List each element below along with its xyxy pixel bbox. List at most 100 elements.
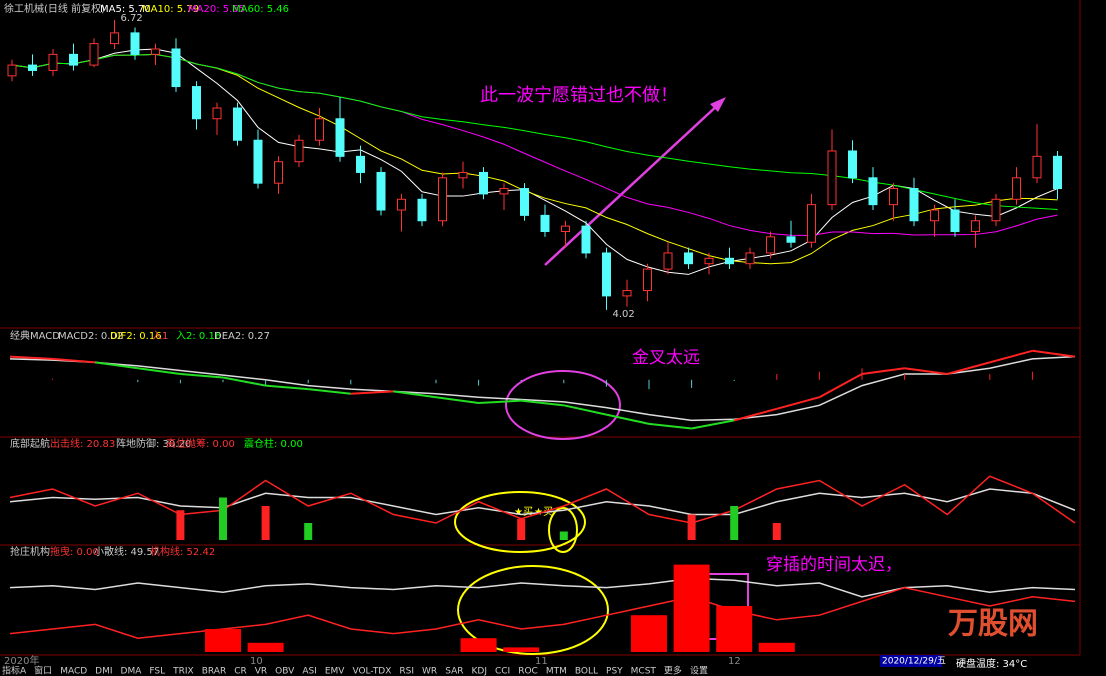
ma5: MA5: 5.70 [100, 4, 151, 15]
bar [772, 523, 781, 540]
tab[interactable]: BRAR [202, 667, 226, 676]
dif-segment [606, 413, 650, 425]
date: 2020/12/29/五 [882, 657, 946, 667]
tab[interactable]: DMI [95, 667, 112, 676]
tab[interactable]: MTM [546, 667, 567, 676]
x-label: 11 [535, 656, 548, 667]
candle-body [602, 252, 611, 297]
dif-segment [222, 376, 266, 387]
ma10: MA10: 5.79 [142, 4, 199, 15]
tab[interactable]: KDJ [471, 667, 487, 676]
dif-segment [818, 373, 863, 399]
tab[interactable]: 窗口 [34, 665, 52, 676]
tab[interactable]: MCST [631, 667, 657, 676]
tab[interactable]: CR [234, 667, 247, 676]
x-label: 10 [250, 656, 263, 667]
tab[interactable]: TRIX [172, 667, 194, 676]
candle-body [294, 139, 304, 163]
candle-body [766, 236, 775, 254]
tab[interactable]: MACD [60, 667, 87, 676]
candle-body [889, 188, 898, 206]
candle-body [971, 220, 980, 232]
candle-body [725, 257, 734, 265]
tab[interactable]: CCI [495, 667, 510, 676]
candle-body [909, 188, 919, 222]
indicator-line [9, 586, 1076, 639]
dif-segment [137, 367, 181, 375]
circle [505, 370, 621, 440]
ma20: MA20: 5.65 [188, 4, 245, 15]
candle-body [7, 64, 17, 77]
dif-segment [861, 367, 905, 375]
dif-segment [52, 357, 96, 364]
bar [304, 523, 313, 540]
candle-body [1032, 155, 1042, 179]
dif-segment [648, 422, 692, 430]
dif-segment [989, 349, 1033, 364]
tab[interactable]: SAR [445, 667, 463, 676]
tab-bar: 指标A 窗口 MACD DMI DMA FSL TRIX BRAR CR VR OBV ASI EMV V… [2, 665, 708, 676]
bar [730, 506, 739, 540]
dl-annotation: 穿插的时间太迟， [766, 555, 902, 575]
circle [457, 565, 609, 655]
candle-body [643, 268, 652, 292]
dif-segment [946, 361, 991, 375]
tab[interactable]: ROC [518, 667, 538, 676]
candle-body [192, 86, 201, 120]
candle-body [930, 209, 939, 222]
tab[interactable]: VOL-TDX [352, 667, 391, 676]
candle-body [458, 171, 468, 179]
dif-segment [1032, 349, 1076, 358]
macd-annotation: 金叉太远 [632, 348, 700, 368]
candle-body [991, 198, 1001, 222]
bs-defend: 阵地防御: 30.20 [116, 437, 191, 450]
tab[interactable]: DMA [121, 667, 143, 676]
tab[interactable]: WR [422, 667, 437, 676]
bar [261, 506, 270, 540]
dif-segment [308, 388, 351, 395]
dif-segment [435, 396, 479, 404]
ma60: MA60: 5.46 [232, 4, 289, 15]
bar [503, 647, 540, 652]
candle-body [151, 48, 160, 55]
bar [517, 518, 526, 540]
macd2: MACD2: 0.02 [58, 331, 123, 342]
candle-body [622, 290, 632, 297]
tab[interactable]: PSY [606, 667, 623, 676]
candle-body [356, 155, 365, 173]
bar [205, 629, 241, 652]
candle-body [1012, 177, 1021, 200]
candle-body [110, 32, 119, 45]
candle-body [581, 225, 591, 254]
in2: 入2: 0.16 [176, 331, 221, 342]
dif-segment [691, 419, 735, 430]
dif-segment [776, 396, 820, 410]
x-label: 12 [728, 656, 741, 667]
tab[interactable]: 指标A [2, 665, 27, 676]
bar [758, 642, 795, 652]
candle-body [704, 257, 714, 265]
dif-segment [265, 384, 309, 391]
bar [716, 606, 753, 652]
tab[interactable]: OBV [275, 667, 295, 676]
dif-segment [180, 373, 224, 379]
tab[interactable]: BOLL [575, 667, 598, 676]
tab[interactable]: RSI [399, 667, 414, 676]
dif-segment [478, 399, 522, 404]
bs-shake: 震仓柱: 0.00 [244, 437, 303, 450]
bs-sell: 高位抛筹: 0.00 [166, 437, 235, 450]
candle-body [479, 171, 488, 195]
ma-line [11, 53, 1058, 210]
date-box [880, 655, 942, 667]
candle-body [253, 139, 263, 184]
tab[interactable]: VR [255, 667, 267, 676]
tab[interactable]: FSL [149, 667, 165, 676]
candle-body [848, 150, 857, 179]
tab[interactable]: ASI [302, 667, 317, 676]
tab[interactable]: EMV [325, 667, 345, 676]
low-label: 4.02 [613, 309, 635, 320]
candle-body [1053, 155, 1062, 190]
tab[interactable]: 更多 [664, 665, 682, 676]
tab[interactable]: 设置 [690, 666, 708, 676]
